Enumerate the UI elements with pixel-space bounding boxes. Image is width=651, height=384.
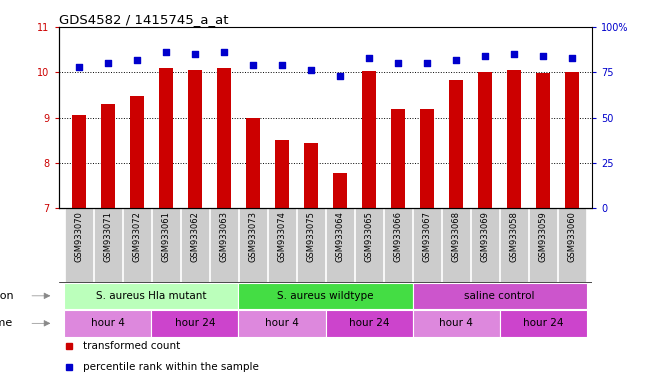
Bar: [529, 209, 557, 282]
Text: hour 4: hour 4: [439, 318, 473, 328]
Bar: [238, 283, 413, 309]
Bar: [558, 209, 586, 282]
Bar: [238, 310, 326, 336]
Bar: [565, 72, 579, 209]
Point: [422, 60, 432, 66]
Bar: [187, 70, 202, 209]
Text: infection: infection: [0, 291, 13, 301]
Bar: [130, 96, 144, 209]
Bar: [499, 310, 587, 336]
Text: hour 24: hour 24: [174, 318, 215, 328]
Bar: [152, 310, 238, 336]
Bar: [239, 209, 267, 282]
Bar: [420, 109, 434, 209]
Text: GSM933068: GSM933068: [452, 212, 460, 262]
Text: GDS4582 / 1415745_a_at: GDS4582 / 1415745_a_at: [59, 13, 228, 26]
Bar: [123, 209, 151, 282]
Bar: [152, 209, 180, 282]
Bar: [478, 72, 492, 209]
Text: S. aureus Hla mutant: S. aureus Hla mutant: [96, 291, 206, 301]
Text: GSM933075: GSM933075: [307, 212, 316, 262]
Text: GSM933071: GSM933071: [104, 212, 113, 262]
Bar: [413, 283, 587, 309]
Bar: [304, 142, 318, 209]
Bar: [94, 209, 122, 282]
Text: GSM933063: GSM933063: [219, 212, 229, 262]
Text: saline control: saline control: [464, 291, 535, 301]
Point: [161, 49, 171, 55]
Bar: [65, 209, 93, 282]
Bar: [64, 310, 152, 336]
Bar: [326, 209, 354, 282]
Text: GSM933058: GSM933058: [510, 212, 519, 262]
Point: [393, 60, 403, 66]
Bar: [72, 116, 86, 209]
Text: GSM933065: GSM933065: [365, 212, 374, 262]
Text: hour 4: hour 4: [91, 318, 125, 328]
Text: GSM933061: GSM933061: [161, 212, 171, 262]
Point: [189, 51, 200, 57]
Text: S. aureus wildtype: S. aureus wildtype: [277, 291, 374, 301]
Text: hour 4: hour 4: [265, 318, 299, 328]
Point: [103, 60, 113, 66]
Bar: [101, 104, 115, 209]
Text: GSM933074: GSM933074: [277, 212, 286, 262]
Text: GSM933060: GSM933060: [568, 212, 577, 262]
Text: GSM933059: GSM933059: [538, 212, 547, 262]
Bar: [413, 310, 499, 336]
Point: [538, 53, 548, 59]
Point: [567, 55, 577, 61]
Point: [451, 56, 462, 63]
Bar: [64, 283, 238, 309]
Point: [306, 67, 316, 73]
Point: [132, 56, 142, 63]
Bar: [449, 81, 464, 209]
Text: GSM933062: GSM933062: [191, 212, 199, 262]
Text: GSM933070: GSM933070: [74, 212, 83, 262]
Text: hour 24: hour 24: [349, 318, 389, 328]
Text: GSM933064: GSM933064: [335, 212, 344, 262]
Bar: [326, 310, 413, 336]
Point: [248, 62, 258, 68]
Text: hour 24: hour 24: [523, 318, 563, 328]
Text: percentile rank within the sample: percentile rank within the sample: [83, 362, 258, 372]
Bar: [268, 209, 296, 282]
Text: time: time: [0, 318, 13, 328]
Point: [277, 62, 287, 68]
Bar: [217, 68, 231, 209]
Bar: [442, 209, 470, 282]
Point: [480, 53, 490, 59]
Bar: [536, 73, 550, 209]
Point: [509, 51, 519, 57]
Bar: [384, 209, 412, 282]
Bar: [297, 209, 325, 282]
Bar: [507, 70, 521, 209]
Point: [74, 64, 84, 70]
Text: GSM933073: GSM933073: [249, 212, 257, 262]
Bar: [500, 209, 528, 282]
Bar: [275, 141, 289, 209]
Text: GSM933067: GSM933067: [422, 212, 432, 262]
Text: GSM933066: GSM933066: [394, 212, 402, 262]
Point: [364, 55, 374, 61]
Text: transformed count: transformed count: [83, 341, 180, 351]
Bar: [245, 118, 260, 209]
Point: [219, 49, 229, 55]
Bar: [471, 209, 499, 282]
Text: GSM933072: GSM933072: [132, 212, 141, 262]
Bar: [181, 209, 209, 282]
Bar: [333, 173, 347, 209]
Bar: [391, 109, 406, 209]
Bar: [355, 209, 383, 282]
Text: GSM933069: GSM933069: [480, 212, 490, 262]
Bar: [413, 209, 441, 282]
Bar: [210, 209, 238, 282]
Point: [335, 73, 345, 79]
Bar: [362, 71, 376, 209]
Bar: [159, 68, 173, 209]
